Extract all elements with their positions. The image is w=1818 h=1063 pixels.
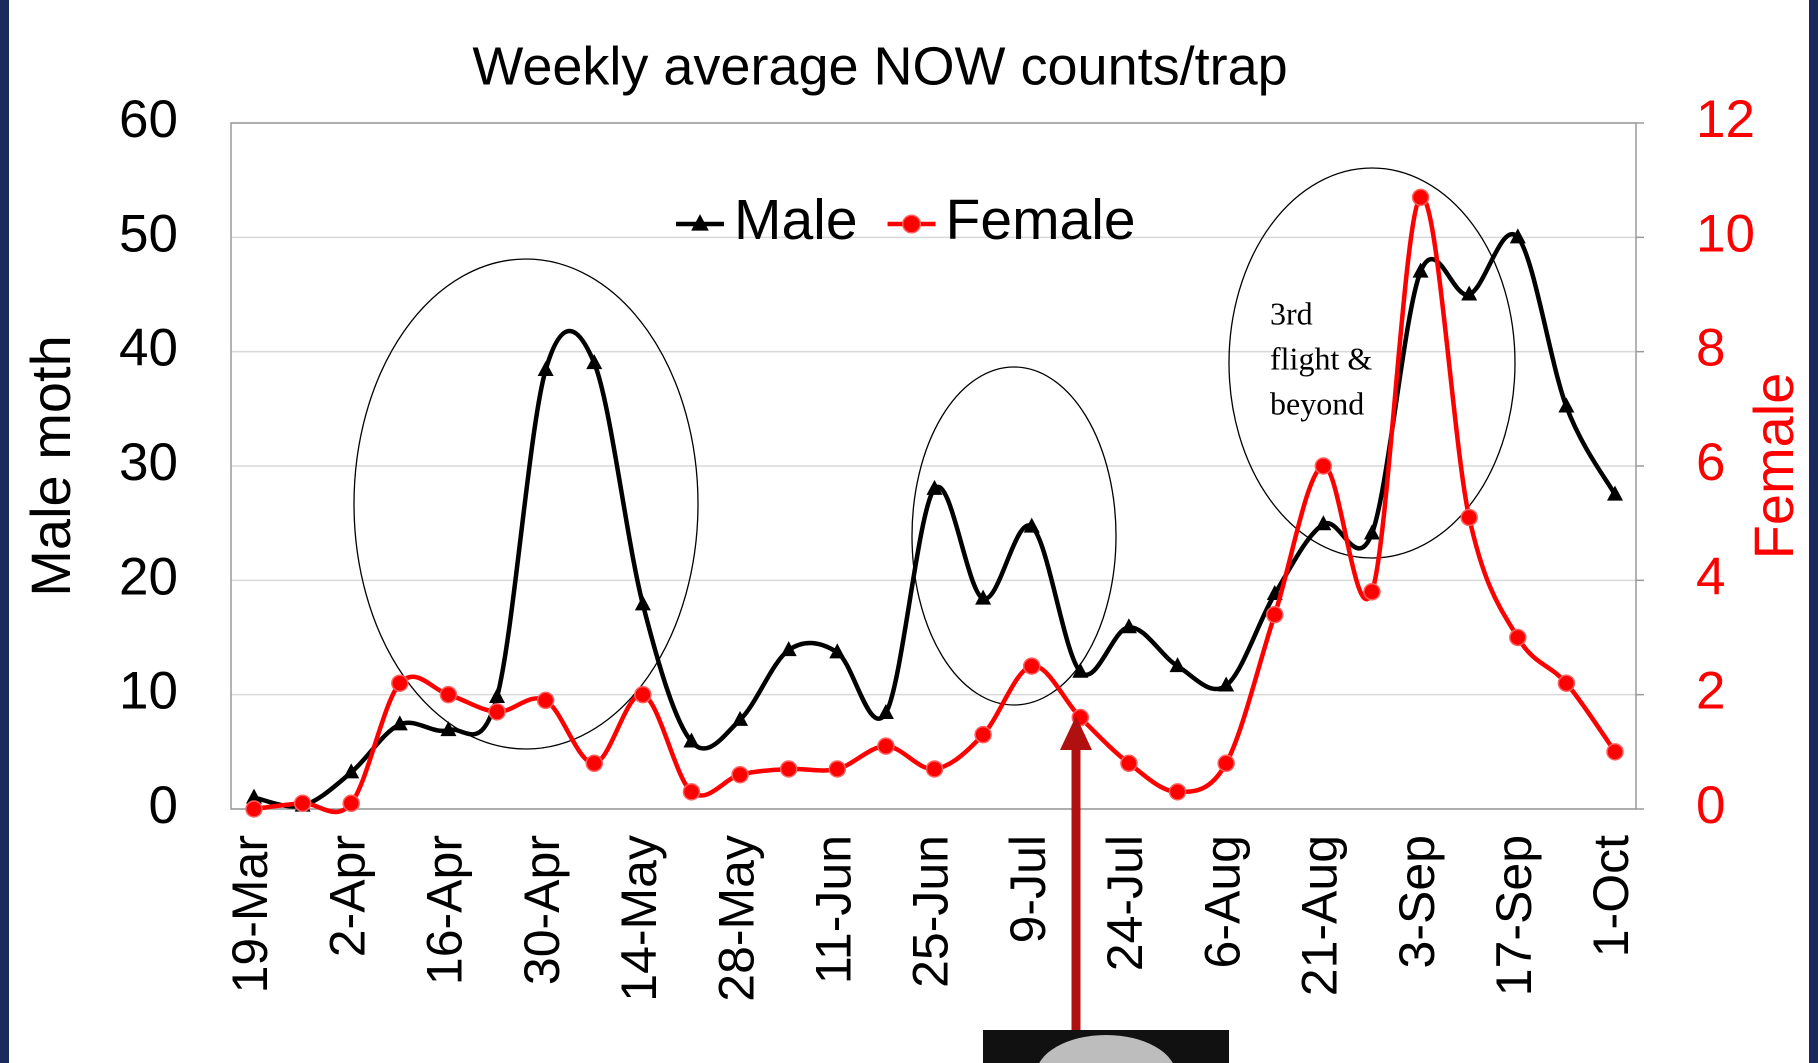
annotation-line: flight & [1270,340,1372,376]
marker [878,738,894,754]
y-axis-label: Male moth [19,335,82,596]
y-tick-label: 30 [119,433,178,492]
marker [1461,509,1477,525]
marker [1364,584,1380,600]
annotation-line: beyond [1270,385,1364,421]
marker [781,761,797,777]
x-tick-label: 19-Mar [222,835,278,993]
marker [392,675,408,691]
y2-tick-label: 10 [1696,204,1755,263]
marker [927,761,943,777]
x-tick-label: 1-Oct [1583,835,1639,957]
y-tick-label: 60 [119,90,178,149]
y2-tick-label: 2 [1696,662,1725,721]
chart: Weekly average NOW counts/trap Male moth… [0,0,1818,1063]
legend-label: Male [734,188,858,252]
y-tick-label: 0 [149,776,178,835]
y2-tick-label: 6 [1696,433,1725,492]
marker [538,692,554,708]
marker [1607,744,1623,760]
marker [586,755,602,771]
marker [635,687,651,703]
marker [1413,189,1429,205]
x-tick-label: 11-Jun [805,835,861,984]
page: {"chart_data": { "type": "line", "title"… [0,0,1818,1063]
annotation-line: 3rd [1270,295,1313,331]
y-tick-label: 40 [119,319,178,378]
y2-tick-label: 12 [1696,90,1755,149]
y2-axis-label: Female [1742,373,1805,560]
x-tick-label: 25-Jun [903,835,959,988]
x-tick-label: 21-Aug [1292,835,1348,996]
marker [1121,755,1137,771]
marker [440,687,456,703]
x-tick-label: 9-Jul [1000,835,1056,943]
marker [732,767,748,783]
marker [343,795,359,811]
y2-tick-label: 4 [1696,547,1725,606]
y-tick-label: 50 [119,204,178,263]
legend-label: Female [946,188,1136,252]
marker [246,801,262,817]
x-tick-label: 2-Apr [319,835,375,957]
x-tick-label: 28-May [708,835,764,1002]
marker [975,727,991,743]
x-tick-label: 24-Jul [1097,835,1153,971]
x-tick-label: 17-Sep [1486,835,1542,996]
chart-title: Weekly average NOW counts/trap [472,36,1287,96]
x-tick-label: 3-Sep [1389,835,1445,968]
marker [1267,607,1283,623]
marker [489,704,505,720]
x-tick-label: 14-May [611,835,667,1002]
marker [1024,658,1040,674]
y-tick-label: 10 [119,662,178,721]
x-tick-label: 6-Aug [1194,835,1250,968]
marker [683,784,699,800]
marker [1558,675,1574,691]
marker [295,795,311,811]
marker [1170,784,1186,800]
x-tick-label: 16-Apr [417,835,473,985]
marker [1510,630,1526,646]
marker [1315,458,1331,474]
y2-tick-label: 0 [1696,776,1725,835]
x-tick-label: 30-Apr [514,835,570,985]
marker [1218,755,1234,771]
y2-tick-label: 8 [1696,319,1725,378]
y-tick-label: 20 [119,547,178,606]
marker [903,215,921,233]
marker [829,761,845,777]
